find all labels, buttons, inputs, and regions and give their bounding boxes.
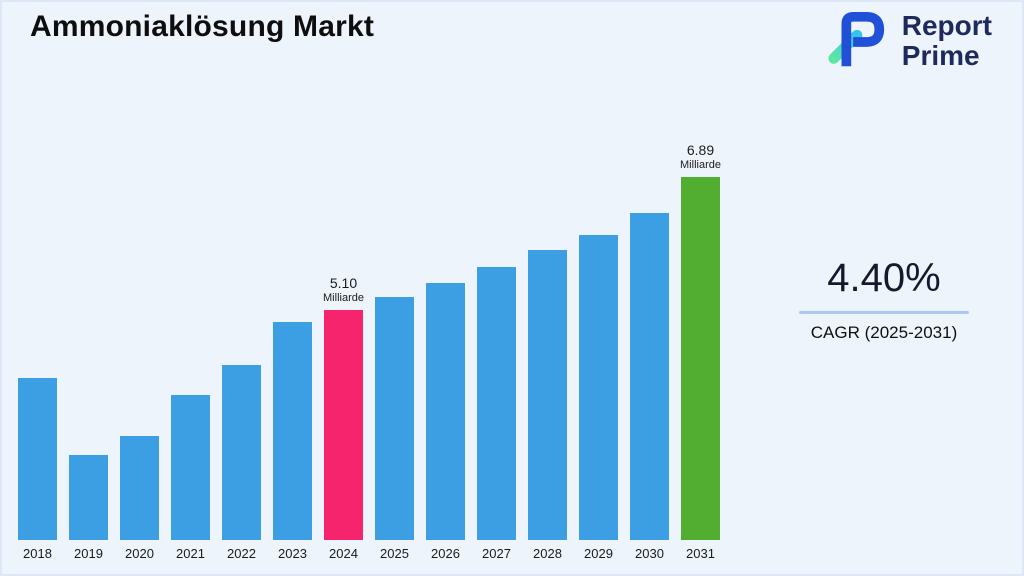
bar-group: 2025 [375,297,414,562]
bar-value-number: 6.89 [686,142,715,158]
x-tick-label: 2025 [380,546,409,561]
report-prime-logo-text: Report Prime [901,9,992,71]
bar-value-label: 6.89 Milliarde [680,142,721,171]
x-tick-label: 2018 [23,546,52,561]
bar-group: 2029 [579,235,618,562]
bar-group: 2030 [630,213,669,562]
bar-group: 6.89 Milliarde 2031 [680,142,721,562]
x-tick-label: 2026 [431,546,460,561]
bar-2025 [375,297,414,540]
bar-value-label: 5.10 Milliarde [323,275,364,304]
x-tick-label: 2031 [686,546,715,561]
bar-2030 [630,213,669,540]
page-title: Ammoniaklösung Markt [30,10,375,43]
bar-value-number: 5.10 [329,275,358,291]
x-tick-label: 2030 [635,546,664,561]
bar-2026 [426,283,465,540]
bar-2027 [477,267,516,540]
bar-2031 [681,177,720,540]
bar-group: 2028 [528,250,567,562]
bar-2022 [222,365,261,540]
cagr-value: 4.40% [827,256,941,300]
x-tick-label: 2020 [125,546,154,561]
cagr-panel: 4.40% CAGR (2025-2031) [799,256,969,343]
bar-2018 [18,378,57,540]
bar-group: 5.10 Milliarde 2024 [323,275,364,562]
bar-2028 [528,250,567,540]
cagr-label: CAGR (2025-2031) [810,323,958,342]
bar-group: 2021 [171,395,210,562]
bar-2021 [171,395,210,540]
bar-2019 [69,455,108,540]
logo-text-line1: Report [901,9,992,41]
x-tick-label: 2027 [482,546,511,561]
bar-value-unit: Milliarde [680,159,721,171]
logo-text-line2: Prime [901,40,980,71]
x-tick-label: 2024 [329,546,358,561]
bar-group: 2018 [18,378,57,562]
bar-group: 2027 [477,267,516,562]
bar-value-unit: Milliarde [323,292,364,304]
bar-group: 2019 [69,455,108,562]
report-prime-logo-icon [828,11,884,67]
bar-group: 2020 [120,436,159,562]
x-tick-label: 2028 [533,546,562,561]
x-tick-label: 2021 [176,546,205,561]
bar-group: 2023 [273,322,312,562]
x-tick-label: 2029 [584,546,613,561]
bar-2023 [273,322,312,540]
bar-2024 [324,310,363,540]
bar-2029 [579,235,618,540]
bar-2020 [120,436,159,540]
bar-group: 2022 [222,365,261,562]
bar-group: 2026 [426,283,465,562]
cagr-underline [799,311,969,314]
x-tick-label: 2022 [227,546,256,561]
bar-chart: 2018 2019 2020 2021 2022 2023 5.10 Milliarde 202… [18,142,721,562]
x-tick-label: 2019 [74,546,103,561]
report-prime-logo: Report Prime [824,10,992,72]
x-tick-label: 2023 [278,546,307,561]
